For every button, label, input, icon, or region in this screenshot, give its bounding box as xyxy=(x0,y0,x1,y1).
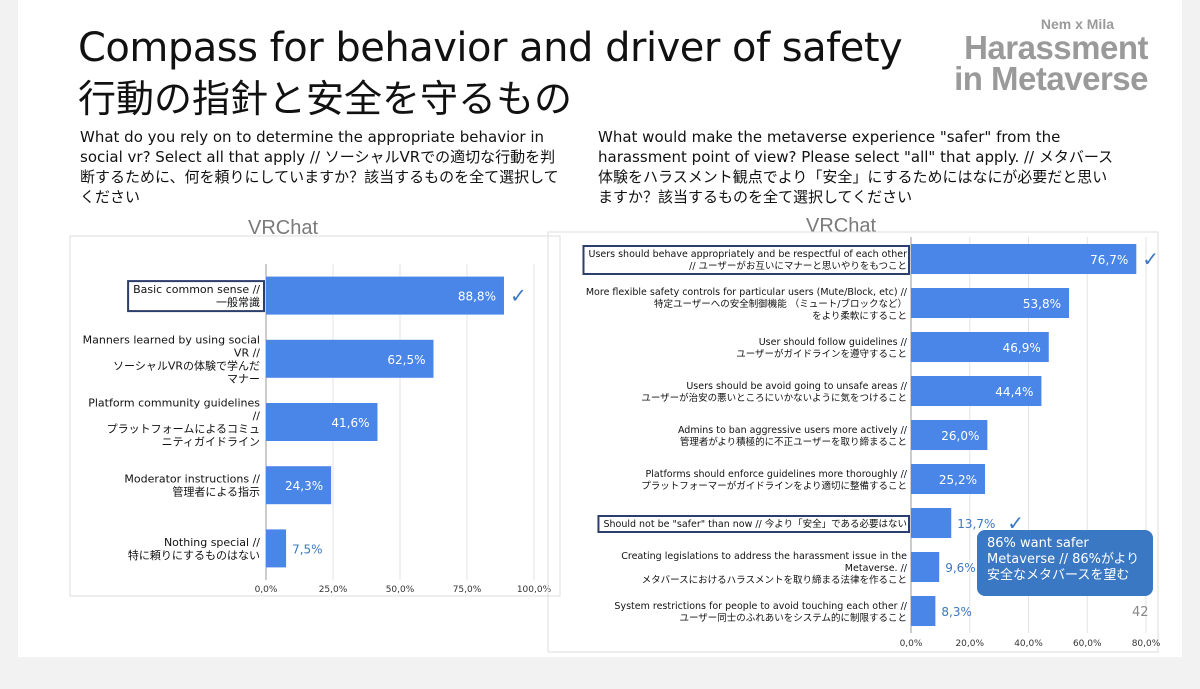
logo: Nem x Mila Harassment in Metaverse xyxy=(938,16,1148,97)
chart-0-frame xyxy=(69,235,561,597)
chart-1-bar xyxy=(911,464,986,494)
chart-1-tick-label: 40,0% xyxy=(1014,639,1043,649)
chart-1-bar xyxy=(911,420,988,450)
chart-1-bar xyxy=(911,508,952,538)
chart-0-category-label: ニティガイドライン xyxy=(162,436,260,449)
chart-0-category-label: Moderator instructions // xyxy=(124,473,260,486)
chart-0-category-label: Platform community guidelines xyxy=(88,397,260,410)
chart-1-bar xyxy=(911,244,1137,274)
chart-0-bar xyxy=(266,529,287,568)
chart-0-tick-label: 100,0% xyxy=(517,585,552,595)
chart-0-bar xyxy=(266,403,378,441)
chart-1-highlight-box xyxy=(582,245,910,275)
chart-1-category-label: Admins to ban aggressive users more acti… xyxy=(678,425,908,436)
chart-1-category-label: More flexible safety controls for partic… xyxy=(586,287,908,298)
chart-0-highlight-box xyxy=(127,280,265,313)
logo-line-2: in Metaverse xyxy=(954,60,1148,97)
chart-0-tick-label: 0,0% xyxy=(255,585,278,595)
chart-1-category-label: ユーザーがガイドラインを遵守すること xyxy=(736,348,907,360)
chart-1-check-icon: ✓ xyxy=(1007,511,1024,535)
slide-title-japanese: 行動の指針と安全を守るもの xyxy=(78,77,573,121)
chart-0-category-label: Nothing special // xyxy=(164,536,260,549)
chart-0-category-label: VR // xyxy=(234,346,260,359)
chart-1-bar xyxy=(911,288,1070,318)
chart-0-bar xyxy=(266,276,504,315)
chart-1-category-label: Users should behave appropriately and be… xyxy=(588,249,907,260)
chart-1-value-label: 46,9% xyxy=(1003,341,1041,355)
slide-title-english: Compass for behavior and driver of safet… xyxy=(78,25,903,71)
chart-0-bar xyxy=(266,466,332,505)
chart-1-category-label: 特定ユーザーへの安全制御機能 （ミュート/ブロックなど） xyxy=(654,298,907,310)
callout-line-2: Metaverse // 86%がより xyxy=(987,552,1140,567)
callout-box: 86% want safer Metaverse // 86%がより 安全なメタ… xyxy=(977,530,1153,596)
logo-small-text: Nem x Mila xyxy=(1040,16,1114,32)
page-number: 42 xyxy=(1132,605,1149,620)
chart-0-value-label: 7,5% xyxy=(292,542,323,556)
chart-1-category-label: Creating legislations to address the har… xyxy=(621,551,907,562)
chart-1-bar xyxy=(911,376,1042,406)
chart-0-check-icon: ✓ xyxy=(510,284,527,308)
chart-1-category-label: Should not be "safer" than now // 今より「安全… xyxy=(603,518,907,530)
question-left: What do you rely on to determine the app… xyxy=(80,128,559,206)
logo-line-1: Harassment xyxy=(964,29,1148,66)
chart-0-category-label: 管理者による指示 xyxy=(172,485,260,499)
chart-1-value-label: 53,8% xyxy=(1023,297,1061,311)
chart-0-category-label: Manners learned by using social xyxy=(83,333,260,346)
chart-1-tick-label: 0,0% xyxy=(900,639,923,649)
chart-1-category-label: Platforms should enforce guidelines more… xyxy=(646,469,908,480)
chart-0-category-label: 一般常識 xyxy=(216,296,260,309)
callout-line-3: 安全なメタバースを望む xyxy=(987,568,1130,583)
chart-1-value-label: 8,3% xyxy=(941,605,972,619)
chart-0-value-label: 41,6% xyxy=(331,416,369,430)
chart-1-highlight-box xyxy=(597,515,910,533)
chart-1-value-label: 26,0% xyxy=(941,429,979,443)
chart-0-value-label: 88,8% xyxy=(458,290,496,304)
chart-1-value-label: 76,7% xyxy=(1090,253,1128,267)
chart-0-value-label: 62,5% xyxy=(387,353,425,367)
chart-1-category-label: メタバースにおけるハラスメントを取り締まる法律を作ること xyxy=(642,574,907,586)
chart-left-title: VRChat xyxy=(248,217,319,239)
chart-1-value-label: 13,7% xyxy=(957,517,995,531)
chart-1-frame xyxy=(547,231,1159,653)
chart-1-category-label: をより柔軟にすること xyxy=(812,310,907,322)
chart-1-category-label: ユーザー同士のふれあいをシステム的に制限すること xyxy=(679,612,907,624)
chart-1-check-icon: ✓ xyxy=(1142,247,1159,271)
chart-0-category-label: 特に頼りにするものはない xyxy=(128,548,260,562)
chart-0-tick-label: 25,0% xyxy=(319,585,348,595)
chart-0-category-label: Basic common sense // xyxy=(133,283,260,296)
chart-1-value-label: 25,2% xyxy=(939,473,977,487)
chart-1-category-label: Users should be avoid going to unsafe ar… xyxy=(686,381,907,392)
chart-0-value-label: 24,3% xyxy=(285,479,323,493)
chart-1-bar xyxy=(911,596,936,626)
chart-1-bar xyxy=(911,552,940,582)
chart-1-category-label: ユーザーが治安の悪いところにいかないように気をつけること xyxy=(641,392,907,404)
chart-0-category-label: マナー xyxy=(227,372,260,385)
chart-0-category-label: // xyxy=(253,410,261,423)
chart-1-tick-label: 20,0% xyxy=(955,639,984,649)
chart-0-tick-label: 75,0% xyxy=(453,585,482,595)
chart-1-category-label: プラットフォーマーがガイドラインをより適切に整備すること xyxy=(641,480,907,492)
chart-1-bar xyxy=(911,332,1049,362)
chart-1-tick-label: 60,0% xyxy=(1073,639,1102,649)
chart-1-category-label: System restrictions for people to avoid … xyxy=(614,601,907,612)
chart-0-category-label: プラットフォームによるコミュ xyxy=(107,423,260,436)
chart-1-value-label: 9,6% xyxy=(945,561,976,575)
question-right: What would make the metaverse experience… xyxy=(598,128,1114,206)
chart-0-bar xyxy=(266,339,434,378)
chart-1-category-label: 管理者がより積極的に不正ユーザーを取り締まること xyxy=(680,436,907,448)
chart-0-tick-label: 50,0% xyxy=(386,585,415,595)
chart-0-category-label: ソーシャルVRの体験で学んだ xyxy=(113,358,260,372)
chart-1-tick-label: 80,0% xyxy=(1132,639,1161,649)
chart-1-category-label: Metaverse. // xyxy=(845,563,908,574)
chart-1-category-label: // ユーザーがお互いにマナーと思いやりをもつこと xyxy=(689,260,907,272)
chart-1-category-label: User should follow guidelines // xyxy=(759,337,908,348)
callout-line-1: 86% want safer xyxy=(987,536,1089,551)
chart-1-value-label: 44,4% xyxy=(995,385,1033,399)
